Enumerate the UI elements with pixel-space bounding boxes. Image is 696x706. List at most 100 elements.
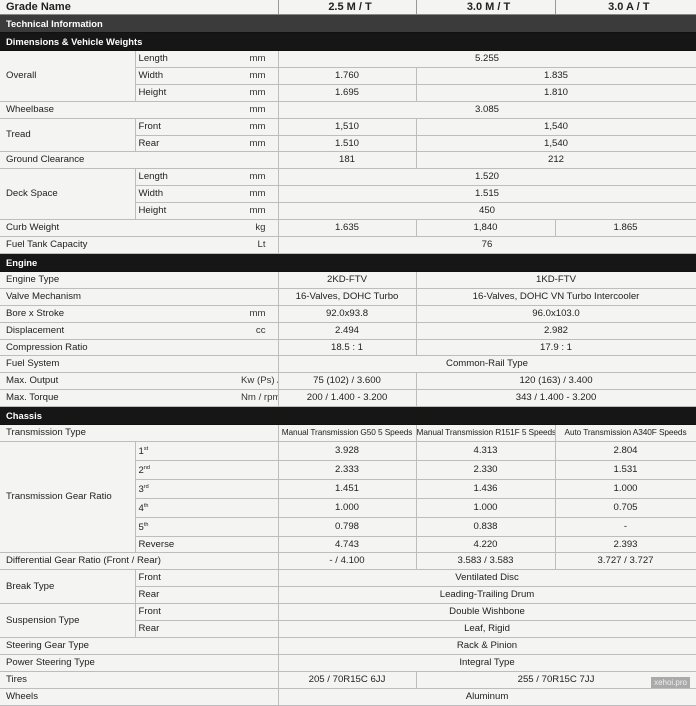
technical-information-bar: Technical Information — [0, 14, 696, 33]
value-cell: 17.9 : 1 — [416, 339, 696, 357]
unit-label — [235, 654, 279, 672]
value-cell: 120 (163) / 3.400 — [416, 372, 696, 391]
value-cell: 2.393 — [555, 536, 696, 554]
value-cell: 343 / 1.400 - 3.200 — [416, 389, 696, 408]
unit-label: kg — [235, 219, 279, 237]
table-row: Rear Leaf, Rigid — [0, 620, 696, 638]
table-row: Ground Clearance 181 212 — [0, 151, 696, 170]
value-cell: 1.000 — [416, 498, 556, 518]
unit-label: mm — [235, 185, 279, 204]
table-row: Rear mm 1.510 1,540 — [0, 135, 696, 153]
value-cell: 205 / 70R15C 6JJ — [278, 671, 417, 689]
value-cell: 2.982 — [416, 322, 696, 340]
row-label: Tires — [0, 671, 235, 689]
table-row: Fuel System Common-Rail Type — [0, 355, 696, 374]
table-row: Power Steering Type Integral Type — [0, 654, 696, 672]
value-cell: 1.760 — [278, 67, 417, 85]
technical-information-title: Technical Information — [0, 14, 696, 33]
value-cell: 4.220 — [416, 536, 556, 554]
row-label: Bore x Stroke — [0, 305, 235, 323]
value-cell: 1.000 — [278, 498, 417, 518]
value-cell: 4.313 — [416, 441, 556, 461]
value-cell: 96.0x103.0 — [416, 305, 696, 323]
section-title: Dimensions & Vehicle Weights — [0, 32, 696, 51]
row-label: Overall — [0, 50, 136, 102]
table-row: Differential Gear Ratio (Front / Rear) - … — [0, 552, 696, 571]
row-label: Deck Space — [0, 168, 136, 221]
section-title: Chassis — [0, 406, 696, 426]
value-cell: 212 — [416, 151, 696, 170]
row-label: Wheelbase — [0, 101, 235, 119]
unit-label: Kw (Ps) / rpm — [235, 372, 279, 391]
value-cell: 1,840 — [416, 219, 556, 237]
table-row: Suspension Type Front Double Wishbone — [0, 603, 696, 638]
value-cell: 1.000 — [555, 479, 696, 499]
value-cell: 0.798 — [278, 517, 417, 537]
value-cell: 2.333 — [278, 460, 417, 480]
unit-label: mm — [235, 118, 279, 136]
value-cell: Auto Transmission A340F Speeds — [555, 424, 696, 443]
row-label: Max. Output — [0, 372, 235, 391]
row-sublabel: 4th — [135, 498, 279, 518]
watermark: xehoi.pro — [651, 677, 690, 688]
value-cell: 16-Valves, DOHC Turbo — [278, 288, 417, 306]
value-cell: Rack & Pinion — [278, 637, 696, 655]
row-label: Power Steering Type — [0, 654, 235, 672]
table-row: Tires 205 / 70R15C 6JJ 255 / 70R15C 7JJ — [0, 671, 696, 689]
value-cell: 3.928 — [278, 441, 417, 461]
table-row: Displacement cc 2.494 2.982 — [0, 322, 696, 340]
value-cell: 92.0x93.8 — [278, 305, 417, 323]
unit-label: mm — [235, 305, 279, 323]
value-cell: 18.5 : 1 — [278, 339, 417, 357]
row-sublabel: Height — [135, 202, 235, 221]
unit-label: mm — [235, 135, 279, 153]
value-cell: - / 4.100 — [278, 552, 417, 571]
table-row: 5th 0.798 0.838- — [0, 517, 696, 537]
row-label: Steering Gear Type — [0, 637, 235, 655]
row-sublabel: Height — [135, 84, 235, 102]
unit-label: mm — [235, 101, 279, 119]
table-row: Wheelbase mm 3.085 — [0, 101, 696, 119]
value-cell: 2.330 — [416, 460, 556, 480]
value-cell: 2KD-FTV — [278, 271, 417, 289]
table-row: Valve Mechanism 16-Valves, DOHC Turbo 16-V… — [0, 288, 696, 306]
row-label: Max. Torque — [0, 389, 235, 408]
unit-label: mm — [235, 202, 279, 221]
value-cell: 3.085 — [278, 101, 696, 119]
table-row: Max. Torque Nm / rpm 200 / 1.400 - 3.200 34… — [0, 389, 696, 408]
section-header-row: Dimensions & Vehicle Weights — [0, 32, 696, 51]
grade-3: 3.0 A / T — [554, 0, 696, 15]
value-cell: Double Wishbone — [278, 603, 696, 622]
table-row: Width mm 1.515 — [0, 185, 696, 204]
row-label: Fuel System — [0, 355, 235, 374]
value-cell: 450 — [278, 202, 696, 221]
grade-header-row: Grade Name 2.5 M / T 3.0 M / T 3.0 A / T — [0, 0, 696, 15]
row-label: Displacement — [0, 322, 235, 340]
unit-label: Nm / rpm — [235, 389, 279, 408]
section-header-row: Chassis — [0, 406, 696, 426]
row-sublabel: Length — [135, 50, 235, 68]
row-label: Valve Mechanism — [0, 288, 235, 306]
ordinal-suffix: nd — [143, 464, 150, 471]
table-row: Width mm 1.760 1.835 — [0, 67, 696, 85]
unit-label — [235, 552, 279, 571]
table-row: 4th 1.000 1.000 0.705 — [0, 498, 696, 518]
row-sublabel: 3rd — [135, 479, 279, 499]
value-cell: Common-Rail Type — [278, 355, 696, 374]
row-sublabel: 5th — [135, 517, 279, 537]
unit-label: mm — [235, 50, 279, 68]
unit-label — [235, 688, 279, 706]
row-label: Engine Type — [0, 271, 235, 289]
value-cell: 2.494 — [278, 322, 417, 340]
table-row: Bore x Stroke mm 92.0x93.8 96.0x103.0 — [0, 305, 696, 323]
row-sublabel: Rear — [135, 135, 235, 153]
table-row: Engine Type 2KD-FTV 1KD-FTV — [0, 271, 696, 289]
value-cell: Ventilated Disc — [278, 569, 696, 588]
unit-label — [235, 151, 279, 170]
value-cell: Integral Type — [278, 654, 696, 672]
grade-name-label: Grade Name — [0, 0, 279, 15]
unit-label — [235, 355, 279, 374]
unit-label: mm — [235, 67, 279, 85]
unit-label — [235, 271, 279, 289]
value-cell: 4.743 — [278, 536, 417, 554]
